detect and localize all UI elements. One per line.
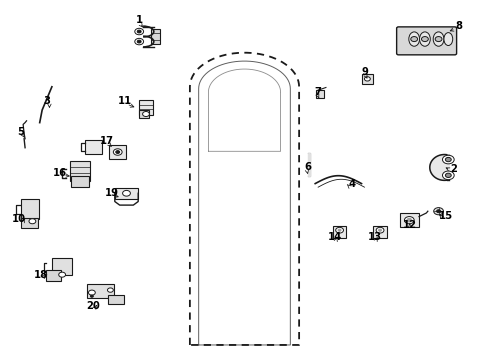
Text: 3: 3 xyxy=(43,96,50,106)
Bar xyxy=(46,270,61,281)
Polygon shape xyxy=(429,154,448,180)
Circle shape xyxy=(142,112,149,117)
Circle shape xyxy=(364,77,369,81)
Text: 8: 8 xyxy=(455,21,462,31)
Text: 16: 16 xyxy=(53,168,67,178)
Text: 12: 12 xyxy=(403,220,416,230)
Circle shape xyxy=(137,40,141,43)
Ellipse shape xyxy=(408,32,419,46)
Text: 5: 5 xyxy=(17,127,23,136)
Bar xyxy=(361,74,372,84)
Circle shape xyxy=(442,155,453,164)
Circle shape xyxy=(59,272,65,277)
Text: 7: 7 xyxy=(314,87,321,97)
Bar xyxy=(20,199,39,219)
Polygon shape xyxy=(307,153,309,176)
Text: 2: 2 xyxy=(450,164,457,174)
Text: 4: 4 xyxy=(347,179,355,189)
Circle shape xyxy=(107,288,113,292)
Ellipse shape xyxy=(443,33,452,45)
Bar xyxy=(21,218,39,228)
Circle shape xyxy=(135,39,143,45)
Circle shape xyxy=(88,290,95,295)
Circle shape xyxy=(113,149,122,155)
Circle shape xyxy=(421,37,427,41)
Bar xyxy=(139,111,149,118)
Text: 11: 11 xyxy=(118,96,132,106)
Text: 1: 1 xyxy=(136,15,143,26)
Circle shape xyxy=(137,30,141,33)
Text: 18: 18 xyxy=(34,270,48,280)
Ellipse shape xyxy=(432,32,443,46)
Ellipse shape xyxy=(419,32,429,46)
Bar xyxy=(85,140,102,154)
Text: 9: 9 xyxy=(361,67,368,77)
Circle shape xyxy=(445,173,450,177)
Bar xyxy=(71,176,89,187)
Circle shape xyxy=(406,219,411,222)
Bar xyxy=(70,161,90,181)
Circle shape xyxy=(122,190,130,196)
Circle shape xyxy=(337,229,340,231)
Text: 15: 15 xyxy=(437,211,451,221)
Text: 14: 14 xyxy=(327,232,341,242)
Circle shape xyxy=(335,227,343,233)
Text: 13: 13 xyxy=(367,232,382,242)
Text: 20: 20 xyxy=(86,301,100,311)
Bar xyxy=(108,294,124,303)
Bar xyxy=(87,284,114,298)
Bar xyxy=(52,258,72,275)
Text: 17: 17 xyxy=(100,136,114,145)
Text: 10: 10 xyxy=(12,215,26,224)
Bar xyxy=(332,226,346,238)
Circle shape xyxy=(378,229,381,231)
FancyBboxPatch shape xyxy=(396,27,456,55)
Circle shape xyxy=(135,28,143,35)
Bar xyxy=(372,226,386,238)
Circle shape xyxy=(90,295,93,297)
Text: 19: 19 xyxy=(104,188,119,198)
Circle shape xyxy=(442,171,453,180)
Bar xyxy=(139,100,153,115)
Circle shape xyxy=(436,210,440,213)
Circle shape xyxy=(433,208,443,215)
Circle shape xyxy=(29,219,36,224)
Bar xyxy=(399,213,418,227)
Bar xyxy=(151,30,159,44)
Circle shape xyxy=(410,37,417,41)
Bar xyxy=(115,188,138,199)
Circle shape xyxy=(434,37,441,41)
Bar xyxy=(315,90,324,98)
Circle shape xyxy=(445,157,450,162)
Circle shape xyxy=(375,227,383,233)
Circle shape xyxy=(116,150,120,153)
Text: 6: 6 xyxy=(304,162,311,172)
Bar xyxy=(109,145,126,159)
Circle shape xyxy=(404,217,413,224)
